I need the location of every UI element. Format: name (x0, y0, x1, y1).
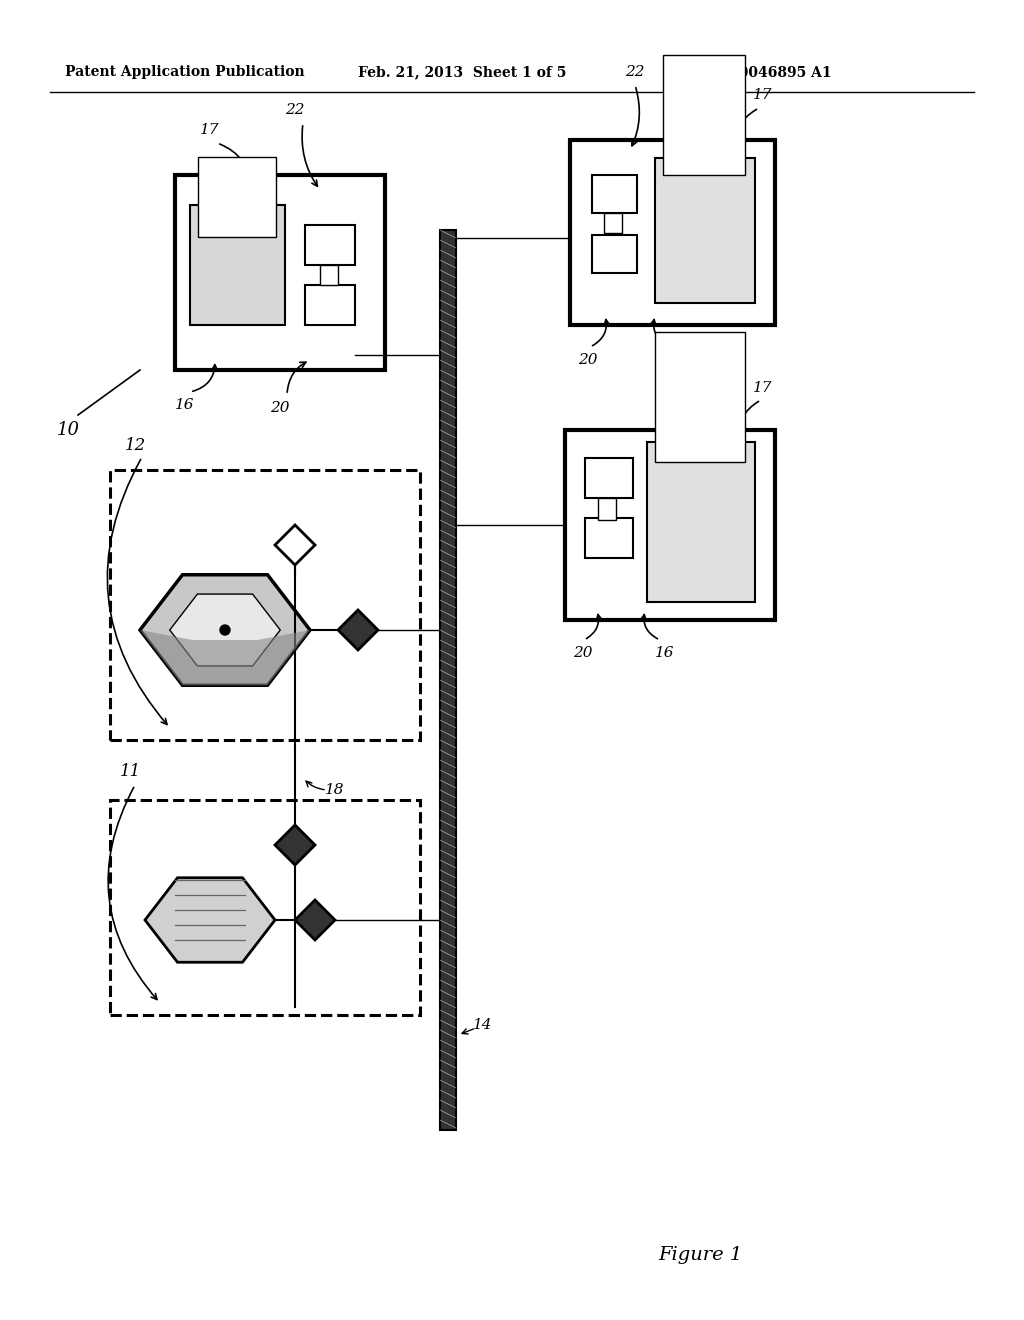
Bar (570, 140, 775, 325)
Polygon shape (145, 878, 275, 962)
Bar (198, 157, 276, 238)
Polygon shape (275, 825, 315, 865)
Bar (190, 205, 285, 325)
Text: 20: 20 (579, 352, 598, 367)
Bar (598, 498, 616, 520)
Bar (592, 235, 637, 273)
Bar (305, 285, 355, 325)
Text: Figure 1: Figure 1 (657, 1246, 742, 1265)
Polygon shape (140, 574, 310, 685)
Text: Patent Application Publication: Patent Application Publication (65, 65, 304, 79)
Bar (585, 517, 633, 558)
Text: 20: 20 (573, 645, 593, 660)
Bar (565, 430, 775, 620)
Text: 20: 20 (270, 401, 290, 414)
Bar (663, 55, 745, 176)
Text: 17: 17 (754, 381, 773, 395)
Bar (110, 470, 420, 741)
Text: 17: 17 (201, 123, 220, 137)
Text: 14: 14 (473, 1018, 493, 1032)
Text: 18: 18 (326, 783, 345, 797)
Bar (655, 158, 755, 304)
Bar (175, 176, 385, 370)
Text: 16: 16 (175, 399, 195, 412)
Bar (604, 213, 622, 234)
Polygon shape (140, 630, 310, 685)
Polygon shape (338, 610, 378, 649)
Polygon shape (170, 594, 281, 665)
Bar (585, 458, 633, 498)
Bar (110, 800, 420, 1015)
Text: 16: 16 (655, 645, 675, 660)
Text: 12: 12 (124, 437, 145, 454)
Text: 22: 22 (626, 65, 645, 79)
Text: 16: 16 (666, 352, 685, 367)
Polygon shape (295, 900, 335, 940)
Text: Feb. 21, 2013  Sheet 1 of 5: Feb. 21, 2013 Sheet 1 of 5 (358, 65, 566, 79)
Bar (655, 333, 745, 462)
Text: 11: 11 (120, 763, 140, 780)
Bar (440, 230, 456, 1130)
Polygon shape (275, 525, 315, 565)
Bar (647, 442, 755, 602)
Bar (592, 176, 637, 213)
Text: 22: 22 (286, 103, 305, 117)
Bar (319, 265, 338, 285)
Text: US 2013/0046895 A1: US 2013/0046895 A1 (668, 65, 831, 79)
Text: 10: 10 (56, 421, 80, 440)
Bar (305, 224, 355, 265)
Circle shape (220, 624, 230, 635)
Text: 17: 17 (754, 88, 773, 102)
